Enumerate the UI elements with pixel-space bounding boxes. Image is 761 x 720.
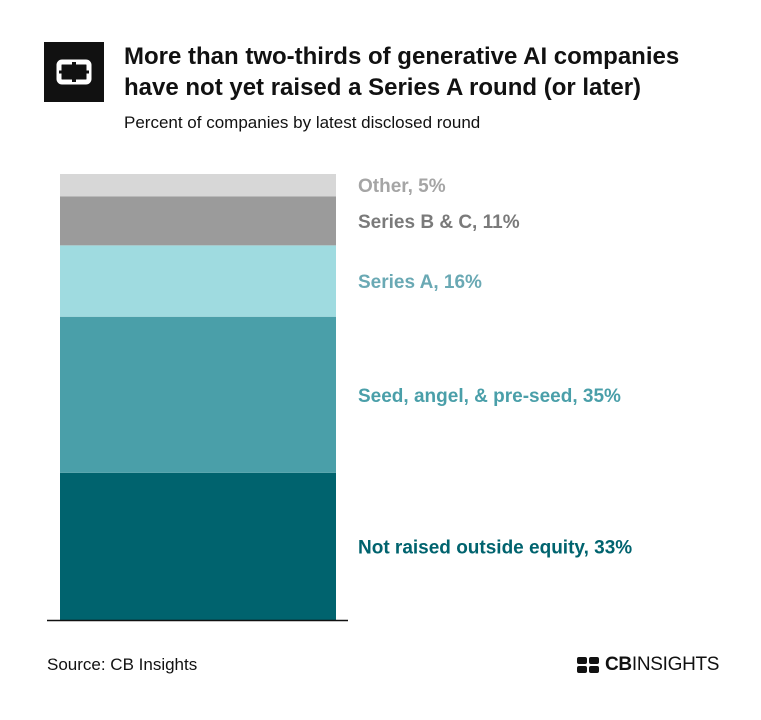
chart-subtitle: Percent of companies by latest disclosed… [124, 113, 481, 132]
bar-segment-series-b-c [60, 196, 336, 246]
chart-title-line1: More than two-thirds of generative AI co… [124, 43, 680, 70]
source-note: Source: CB Insights [47, 655, 198, 674]
stacked-bar-chart: Not raised outside equity, 33% Seed, ange… [47, 174, 632, 622]
segment-label: Series A, 16% [358, 272, 482, 293]
brand-insights: INSIGHTS [631, 654, 720, 675]
cb-insights-brand: CBINSIGHTS [577, 653, 719, 677]
bar-segment-not-raised-outside-equity [60, 472, 336, 620]
bar-segment-series-a [60, 245, 336, 317]
chart-title-line2: have not yet raised a Series A round (or… [124, 74, 642, 101]
cb-logo-icon [44, 42, 104, 102]
bar-segment-other [60, 174, 336, 197]
chart-title: More than two-thirds of generative AI co… [124, 41, 744, 103]
bar-segment-seed-angel-pre-seed [60, 316, 336, 473]
segment-label: Not raised outside equity, 33% [358, 537, 632, 558]
brand-cb: CB [605, 654, 632, 675]
segment-label: Other, 5% [358, 176, 446, 197]
cb-brand-icon [577, 657, 599, 673]
segment-label: Seed, angel, & pre-seed, 35% [358, 386, 621, 407]
segment-label: Series B & C, 11% [358, 212, 520, 233]
